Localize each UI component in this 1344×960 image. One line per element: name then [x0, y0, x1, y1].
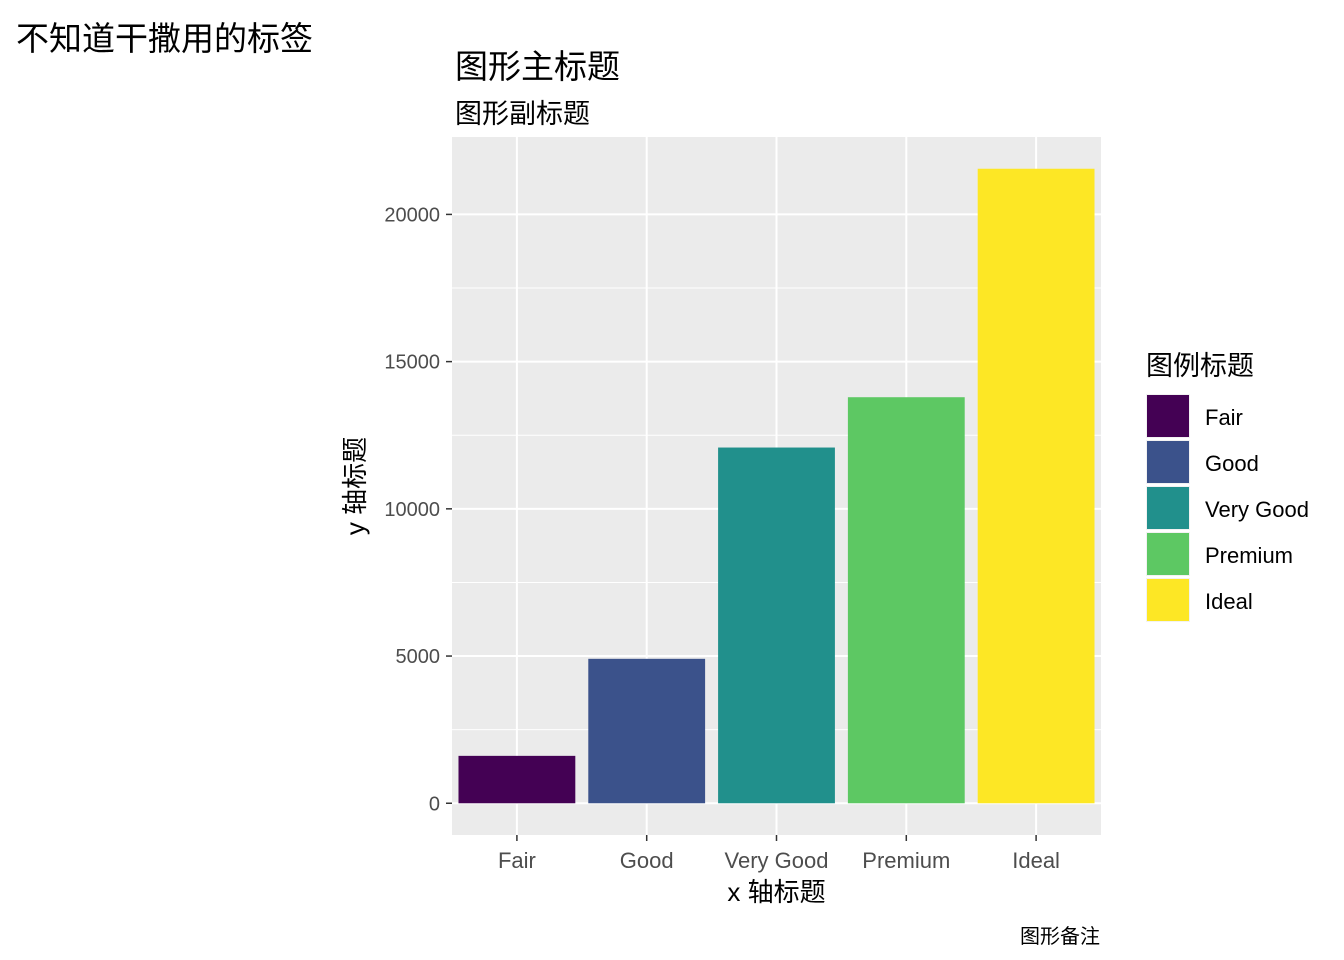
- y-tick-label: 15000: [384, 352, 440, 374]
- legend-key-ideal: [1147, 579, 1189, 621]
- chart-subtitle: 图形副标题: [455, 99, 590, 130]
- bar-premium: [847, 397, 965, 804]
- x-tick-label: Ideal: [1012, 848, 1060, 873]
- bars: [458, 168, 1095, 804]
- plot-tag: 不知道干撒用的标签: [16, 19, 313, 58]
- legend-label: Good: [1205, 451, 1259, 476]
- legend-key-premium: [1147, 533, 1189, 575]
- chart-title: 图形主标题: [455, 47, 620, 86]
- x-tick-label: Premium: [862, 848, 950, 873]
- bar-ideal: [977, 168, 1095, 804]
- legend: 图例标题 Fair Good Very Good Premium Ideal: [1146, 351, 1309, 622]
- y-tick-label: 10000: [384, 499, 440, 521]
- y-axis-title: y 轴标题: [340, 437, 370, 535]
- x-tick-label: Fair: [498, 848, 536, 873]
- y-axis: 0 5000 10000 15000 20000: [384, 204, 452, 815]
- legend-label: Fair: [1205, 405, 1243, 430]
- bar-fair: [458, 755, 576, 804]
- y-tick-label: 0: [429, 793, 440, 815]
- x-axis: Fair Good Very Good Premium Ideal: [498, 835, 1060, 873]
- y-tick-label: 20000: [384, 204, 440, 226]
- legend-key-fair: [1147, 395, 1189, 437]
- y-tick-label: 5000: [396, 646, 441, 668]
- legend-label: Very Good: [1205, 497, 1309, 522]
- bar-very-good: [718, 447, 835, 804]
- legend-label: Premium: [1205, 543, 1293, 568]
- x-tick-label: Good: [620, 848, 674, 873]
- x-tick-label: Very Good: [725, 848, 829, 873]
- legend-label: Ideal: [1205, 589, 1253, 614]
- legend-key-very-good: [1147, 487, 1189, 529]
- legend-key-good: [1147, 441, 1189, 483]
- legend-title: 图例标题: [1146, 351, 1254, 382]
- bar-good: [588, 658, 706, 804]
- chart-caption: 图形备注: [1020, 924, 1100, 948]
- x-axis-title: x 轴标题: [727, 877, 825, 907]
